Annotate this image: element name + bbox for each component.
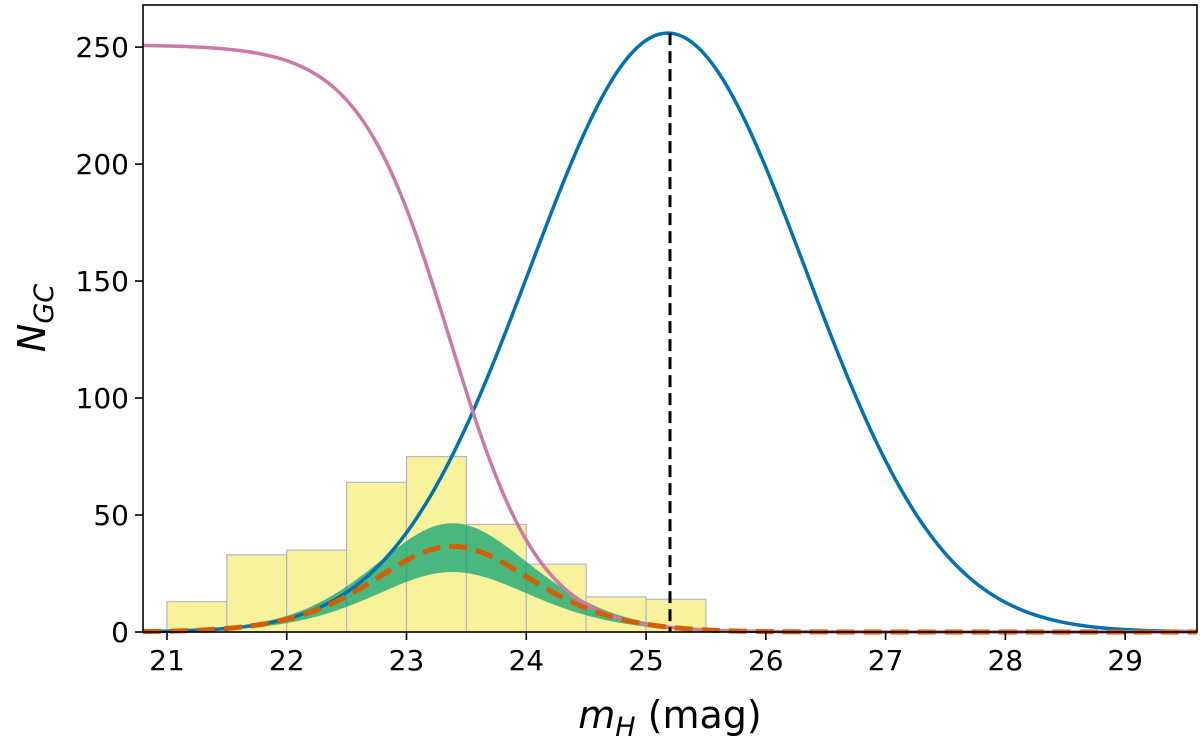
y-tick-label: 100 [76,382,129,415]
y-tick-label: 0 [111,616,129,649]
x-tick-label: 28 [988,644,1024,677]
x-axis-ticks: 21 22 23 24 25 26 27 28 29 [149,632,1143,677]
x-tick-label: 26 [748,644,784,677]
histogram-bar [166,600,228,633]
y-tick-label: 250 [76,31,129,64]
x-tick-label: 29 [1107,644,1143,677]
plot-area [142,5,1198,635]
model-fit-curve [142,543,1197,635]
x-axis-label: mH (mag) [578,693,762,739]
y-tick-label: 50 [93,499,129,532]
y-tick-label: 200 [76,148,129,181]
x-tick-label: 22 [269,644,305,677]
y-tick-label: 150 [76,265,129,298]
x-tick-label: 21 [149,644,185,677]
y-axis-ticks: 0 50 100 150 200 250 [76,31,143,649]
x-tick-label: 25 [628,644,664,677]
x-tick-label: 27 [868,644,904,677]
uncertainty-band [143,523,1197,632]
x-tick-label: 24 [508,644,544,677]
y-axis-label: NGC [10,284,60,352]
x-tick-label: 23 [389,644,425,677]
plot-frame [142,4,1198,633]
